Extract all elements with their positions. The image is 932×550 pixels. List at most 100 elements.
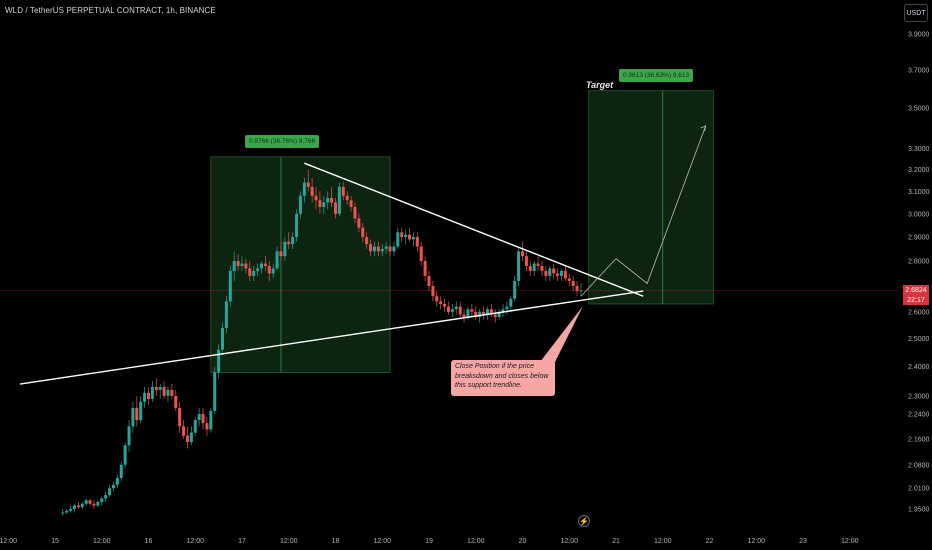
candle-body (135, 407, 139, 421)
candle-body (575, 285, 579, 292)
candle-body (248, 268, 252, 276)
measure-label-2: 0.9613 (36.63%) 9,613 (619, 68, 694, 82)
candle-body (400, 232, 404, 238)
candle-body (314, 195, 318, 201)
price-axis-bg (898, 0, 932, 550)
candle-body (474, 311, 478, 318)
candle-body (80, 503, 84, 508)
candle-body (143, 392, 147, 402)
target-label: Target (586, 80, 614, 90)
candle-body (540, 265, 544, 271)
candle-body (201, 413, 205, 424)
candle-body (435, 296, 439, 302)
candle-body (376, 246, 380, 252)
price-tick-label: 2.4000 (908, 364, 930, 371)
candle-body (334, 202, 337, 214)
candle-body (318, 200, 322, 207)
candle-body (349, 200, 353, 207)
price-tick-label: 2.3000 (908, 393, 930, 400)
resistance-trendline (304, 162, 644, 297)
candle-body (396, 232, 400, 247)
time-tick-label: 12:00 (467, 538, 485, 545)
candle-body (556, 273, 560, 276)
candle-body (450, 309, 454, 312)
candle-body (563, 270, 567, 279)
time-tick-label: 20 (519, 538, 527, 545)
candle-body (567, 278, 571, 281)
candle-body (524, 256, 528, 266)
candle-body (458, 306, 462, 315)
candle-body (240, 263, 244, 266)
candle-body (310, 186, 314, 196)
candle-body (372, 246, 376, 252)
candle-body (131, 407, 135, 427)
time-tick-label: 12:00 (560, 538, 578, 545)
candle-body (431, 285, 435, 297)
candle-body (392, 246, 396, 252)
time-tick-label: 12:00 (280, 538, 298, 545)
candle-body (404, 234, 408, 238)
candles (61, 169, 583, 517)
candle-body (505, 306, 509, 310)
candle-body (337, 186, 341, 214)
candle-body (532, 263, 536, 271)
time-tick-label: 12:00 (186, 538, 204, 545)
candle-body (197, 413, 201, 421)
lightning-icon[interactable]: ⚡ (578, 515, 590, 527)
candle-body (283, 241, 287, 257)
candle-body (205, 423, 209, 430)
candle-body (548, 268, 552, 276)
candle-body (259, 263, 263, 269)
candle-body (454, 306, 458, 310)
candle-body (446, 306, 450, 312)
candle-body (275, 251, 279, 269)
candle-body (92, 503, 96, 506)
candle-body (497, 311, 501, 318)
candle-body (209, 410, 213, 430)
candle-body (388, 246, 392, 252)
time-tick-label: 12:00 (654, 538, 672, 545)
candle-body (579, 290, 583, 292)
candle-body (100, 498, 104, 503)
candle-body (111, 484, 115, 489)
candle-body (306, 182, 310, 187)
candle-body (228, 270, 232, 302)
time-tick-label: 12:00 (841, 538, 859, 545)
candle-body (384, 246, 388, 249)
candle-body (544, 270, 548, 276)
candle-body (513, 280, 517, 299)
time-axis-bg (0, 530, 932, 550)
candle-body (174, 395, 178, 408)
time-tick-label: 12:00 (373, 538, 391, 545)
candle-body (509, 298, 513, 307)
candle-body (193, 420, 197, 433)
candle-body (427, 275, 431, 286)
price-tick-label: 2.1600 (908, 436, 930, 443)
currency-button[interactable]: USDT (904, 4, 928, 22)
candle-body (322, 202, 326, 207)
candle-body (150, 386, 154, 399)
candle-body (72, 505, 76, 509)
candle-body (501, 309, 505, 312)
callout-pointer (540, 306, 583, 362)
candle-body (517, 251, 521, 281)
candle-body (213, 372, 217, 411)
candle-body (287, 241, 291, 245)
candle-body (115, 478, 119, 485)
candle-body (493, 314, 497, 318)
time-tick-label: 21 (612, 538, 620, 545)
candle-body (185, 435, 189, 443)
candle-body (189, 432, 193, 443)
candle-body (341, 186, 345, 196)
candle-body (302, 182, 306, 196)
candle-body (443, 303, 447, 307)
candle-body (439, 301, 443, 304)
candle-body (478, 311, 482, 318)
candle-body (61, 512, 65, 514)
candle-body (365, 237, 369, 245)
measure-box (588, 90, 714, 305)
time-tick-label: 23 (799, 538, 807, 545)
candle-body (408, 234, 412, 240)
